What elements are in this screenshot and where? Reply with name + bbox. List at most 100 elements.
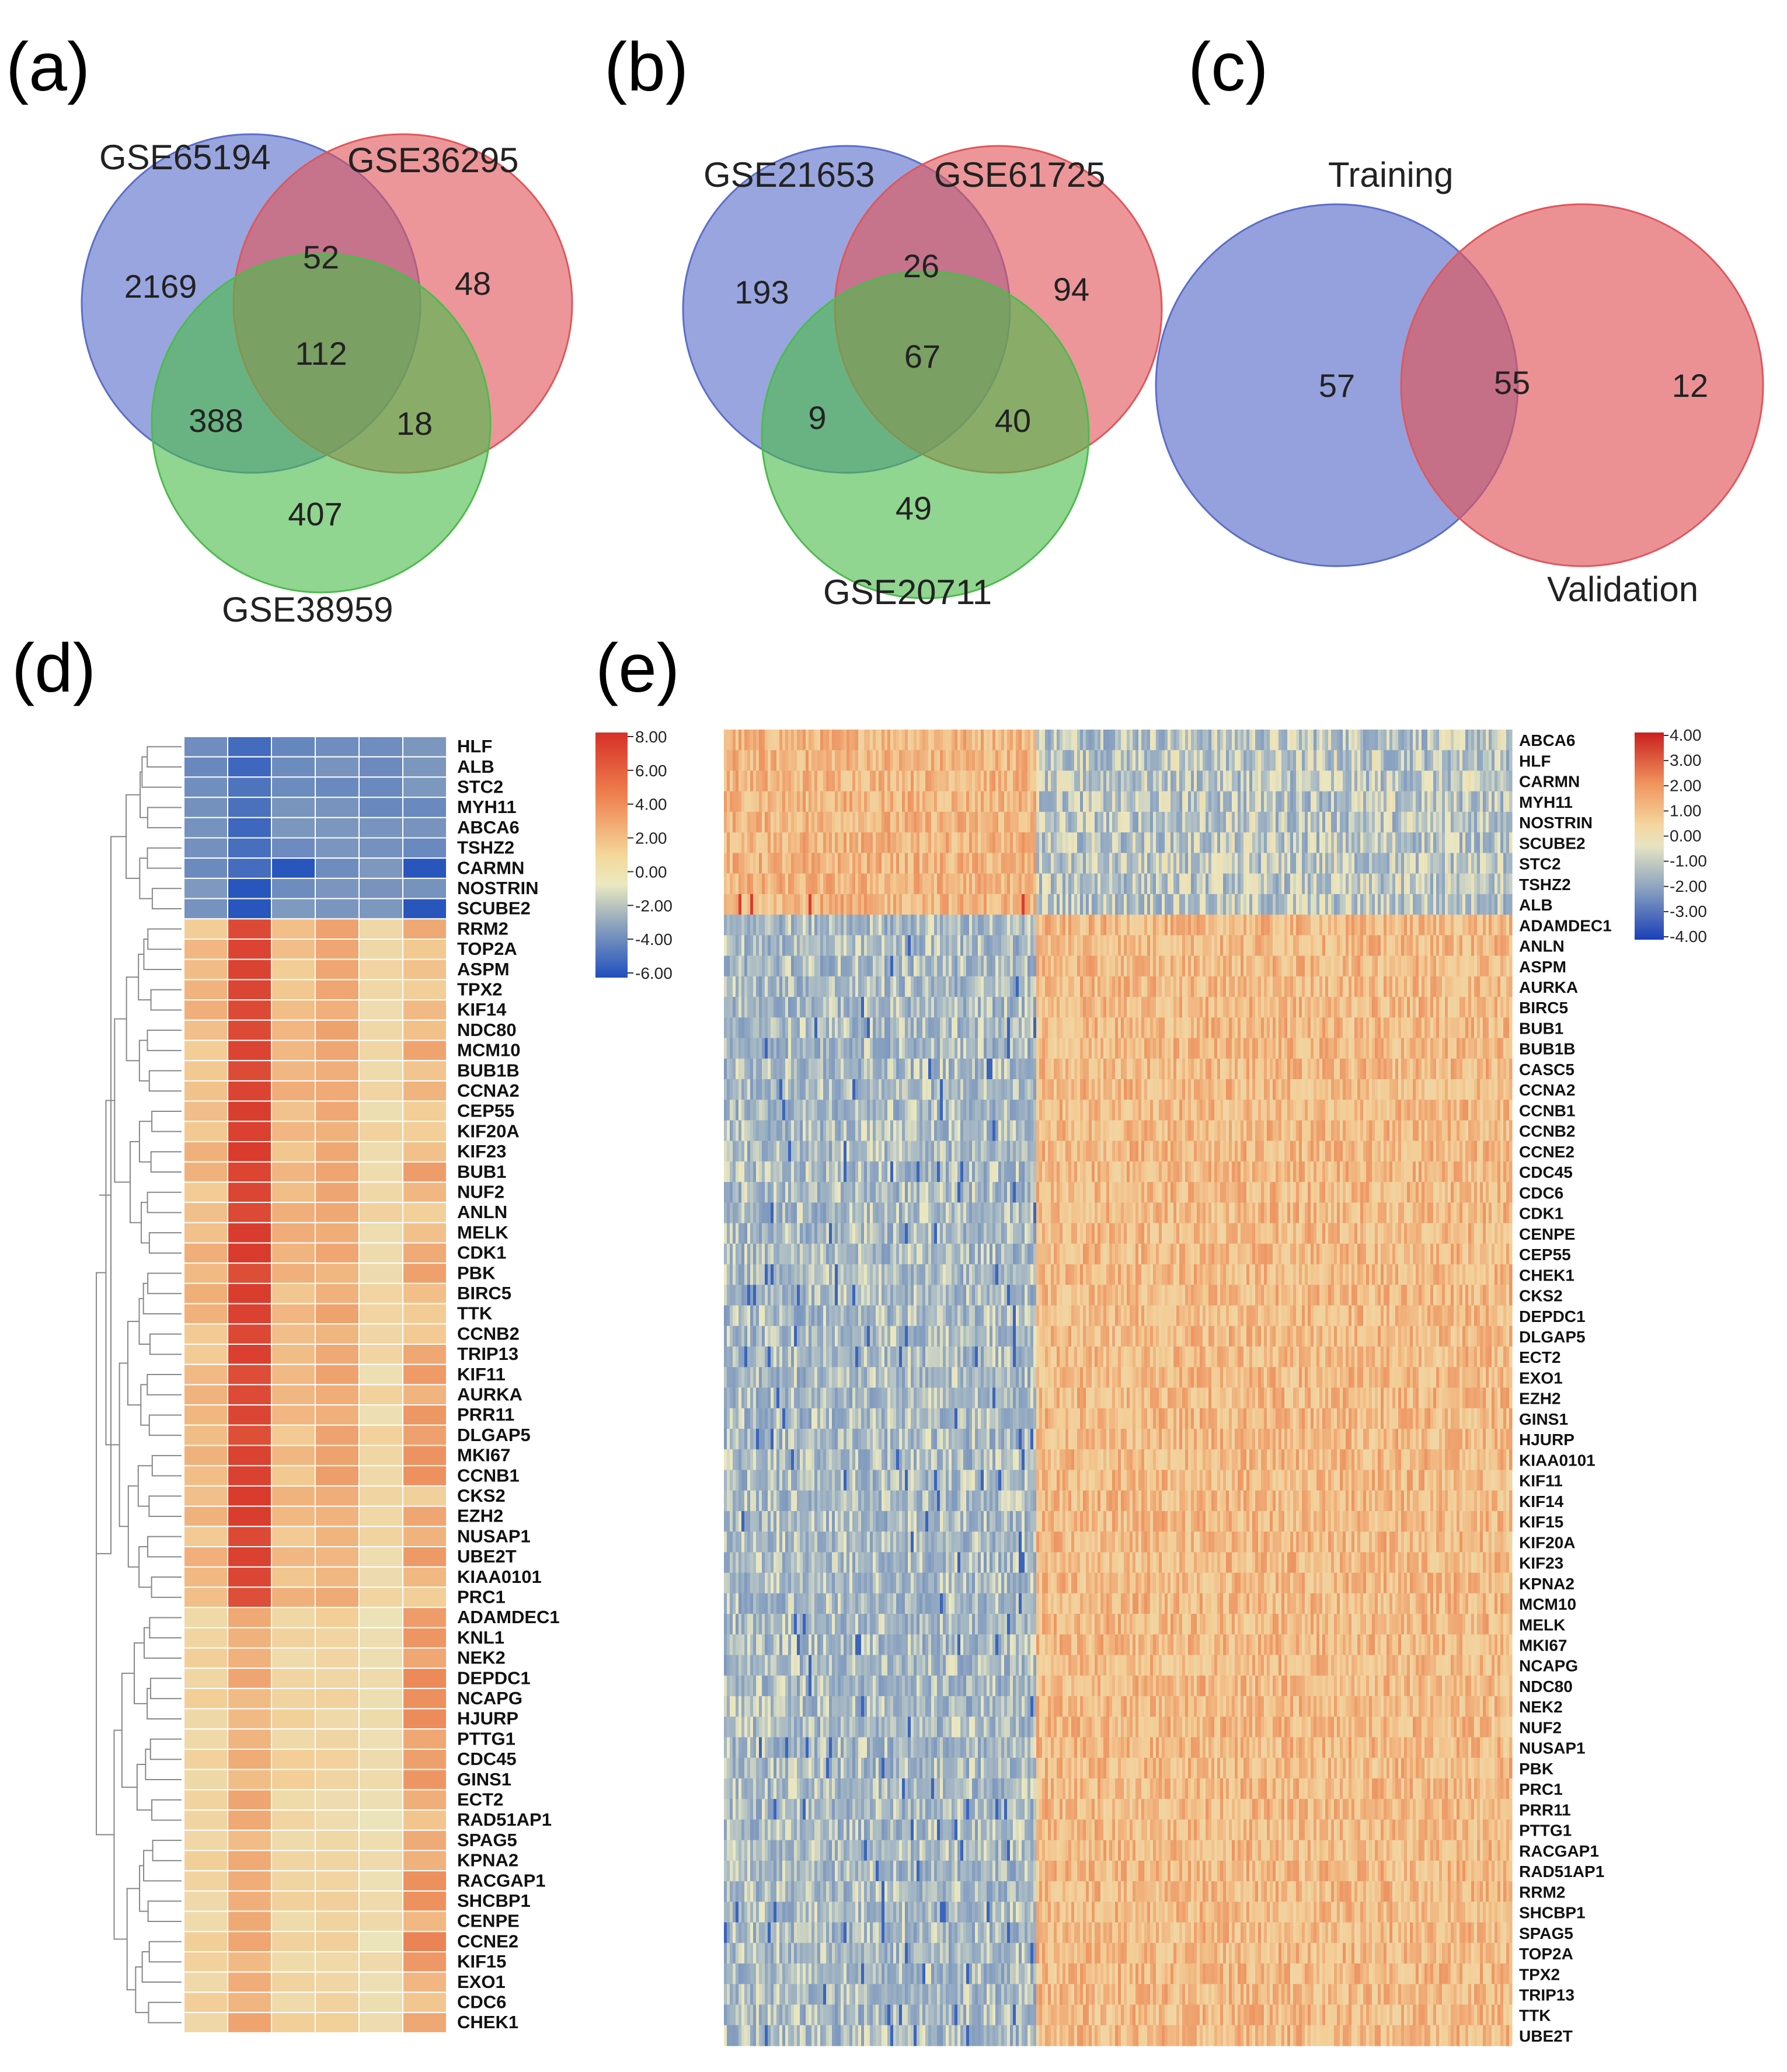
heatmap-e-cell [1462, 811, 1466, 833]
heatmap-d-cell [402, 1627, 447, 1649]
heatmap-e-cell [806, 894, 809, 915]
heatmap-e-cell [1077, 894, 1081, 915]
heatmap-e-cell [1112, 853, 1116, 874]
heatmap-e-cell [1290, 873, 1294, 895]
heatmap-d-cell [358, 1242, 403, 1264]
heatmap-e-cell [998, 935, 1002, 957]
heatmap-e-cell [1413, 873, 1416, 895]
heatmap-e-cell [1089, 791, 1092, 812]
heatmap-e-cell [1366, 873, 1370, 895]
heatmap-e-cell [1042, 955, 1046, 977]
heatmap-d-cell [315, 1991, 360, 2014]
heatmap-e-cell [1083, 730, 1086, 751]
heatmap-e-cell [1060, 997, 1063, 1018]
heatmap-d-cell [402, 898, 447, 920]
heatmap-e-cell [1112, 873, 1116, 895]
heatmap-e-cell [811, 976, 815, 997]
heatmap-e-cell [1457, 894, 1460, 915]
heatmap-e-cell [1369, 976, 1373, 997]
heatmap-e-cell [1027, 832, 1031, 854]
heatmap-e-cell [876, 832, 879, 854]
heatmap-e-cell [1214, 997, 1218, 1018]
heatmap-d-cell [315, 1526, 360, 1548]
heatmap-e-cell [1191, 853, 1194, 874]
heatmap-e-cell [765, 1038, 768, 1059]
heatmap-e-cell [955, 1058, 958, 1080]
heatmap-e-cell [1398, 730, 1402, 751]
heatmap-e-cell [1290, 997, 1294, 1018]
heatmap-d-cell [227, 1890, 272, 1912]
heatmap-e-cell [797, 770, 800, 792]
heatmap-e-cell [803, 915, 806, 936]
heatmap-e-cell [1229, 935, 1232, 957]
heatmap-d-gene-label: CCNB1 [457, 1465, 520, 1485]
heatmap-e-cell [762, 811, 765, 833]
heatmap-e-cell [1255, 750, 1259, 772]
heatmap-e-cell [1045, 873, 1048, 895]
heatmap-e-cell [1138, 811, 1142, 833]
heatmap-e-cell [1427, 730, 1431, 751]
heatmap-e-cell [902, 873, 905, 895]
heatmap-e-cell [1392, 915, 1396, 936]
heatmap-d-gene-label: KIAA0101 [457, 1567, 542, 1587]
heatmap-e-cell [978, 976, 981, 997]
heatmap-e-cell [788, 811, 792, 833]
heatmap-e-cell [1290, 791, 1294, 812]
heatmap-e-cell [861, 935, 865, 957]
heatmap-e-cell [1092, 770, 1095, 792]
heatmap-e-cell [867, 894, 870, 915]
heatmap-e-cell [1387, 750, 1390, 772]
heatmap-e-cell [858, 976, 862, 997]
heatmap-e-cell [1001, 955, 1005, 977]
heatmap-e-cell [1416, 853, 1419, 874]
heatmap-e-cell [1407, 832, 1410, 854]
heatmap-e-cell [1387, 811, 1390, 833]
heatmap-e-cell [1311, 1017, 1314, 1039]
heatmap-e-cell [1410, 935, 1413, 957]
heatmap-e-cell [1483, 873, 1486, 895]
heatmap-e-cell [841, 1038, 844, 1059]
heatmap-e-cell [1284, 853, 1288, 874]
heatmap-e-cell [917, 791, 920, 812]
heatmap-d-gene-label: RAD51AP1 [457, 1809, 552, 1830]
heatmap-e-cell [937, 750, 940, 772]
heatmap-d-cell [315, 1627, 360, 1649]
heatmap-e-cell [1027, 1038, 1031, 1059]
heatmap-e-cell [1319, 976, 1323, 997]
heatmap-e-cell [919, 873, 923, 895]
heatmap-e-cell [1092, 832, 1095, 854]
heatmap-e-cell [931, 894, 935, 915]
heatmap-e-cell [730, 955, 733, 977]
heatmap-e-cell [1176, 997, 1180, 1018]
heatmap-d-gene-label: PTTG1 [457, 1728, 515, 1749]
heatmap-e-cell [1293, 894, 1297, 915]
heatmap-e-cell [890, 791, 894, 812]
heatmap-e-cell [1019, 750, 1022, 772]
heatmap-e-cell [1404, 1017, 1408, 1039]
heatmap-e-cell [1395, 853, 1399, 874]
heatmap-e-cell [896, 1017, 900, 1039]
heatmap-e-cell [963, 955, 967, 977]
heatmap-e-cell [1045, 730, 1048, 751]
heatmap-e-cell [1115, 935, 1119, 957]
heatmap-e-cell [1343, 750, 1346, 772]
heatmap-e-cell [1413, 955, 1416, 977]
heatmap-e-cell [1252, 853, 1256, 874]
heatmap-e-cell [1357, 873, 1361, 895]
heatmap-d-cell [183, 1363, 228, 1386]
heatmap-e-cell [1208, 1038, 1212, 1059]
heatmap-d-cell [358, 1890, 403, 1912]
heatmap-e-cell [957, 1017, 961, 1039]
venn-b-count-all: 67 [904, 338, 940, 375]
heatmap-e-cell [1436, 832, 1440, 854]
heatmap-e-cell [896, 976, 900, 997]
heatmap-e-cell [1133, 1038, 1136, 1059]
heatmap-e-cell [946, 1038, 949, 1059]
heatmap-e-cell [1445, 770, 1448, 792]
heatmap-e-cell [876, 997, 879, 1018]
heatmap-e-cell [1442, 997, 1445, 1018]
heatmap-e-cell [1360, 935, 1364, 957]
heatmap-e-cell [1083, 832, 1086, 854]
heatmap-e-cell [1375, 832, 1378, 854]
heatmap-e-cell [1121, 915, 1124, 936]
